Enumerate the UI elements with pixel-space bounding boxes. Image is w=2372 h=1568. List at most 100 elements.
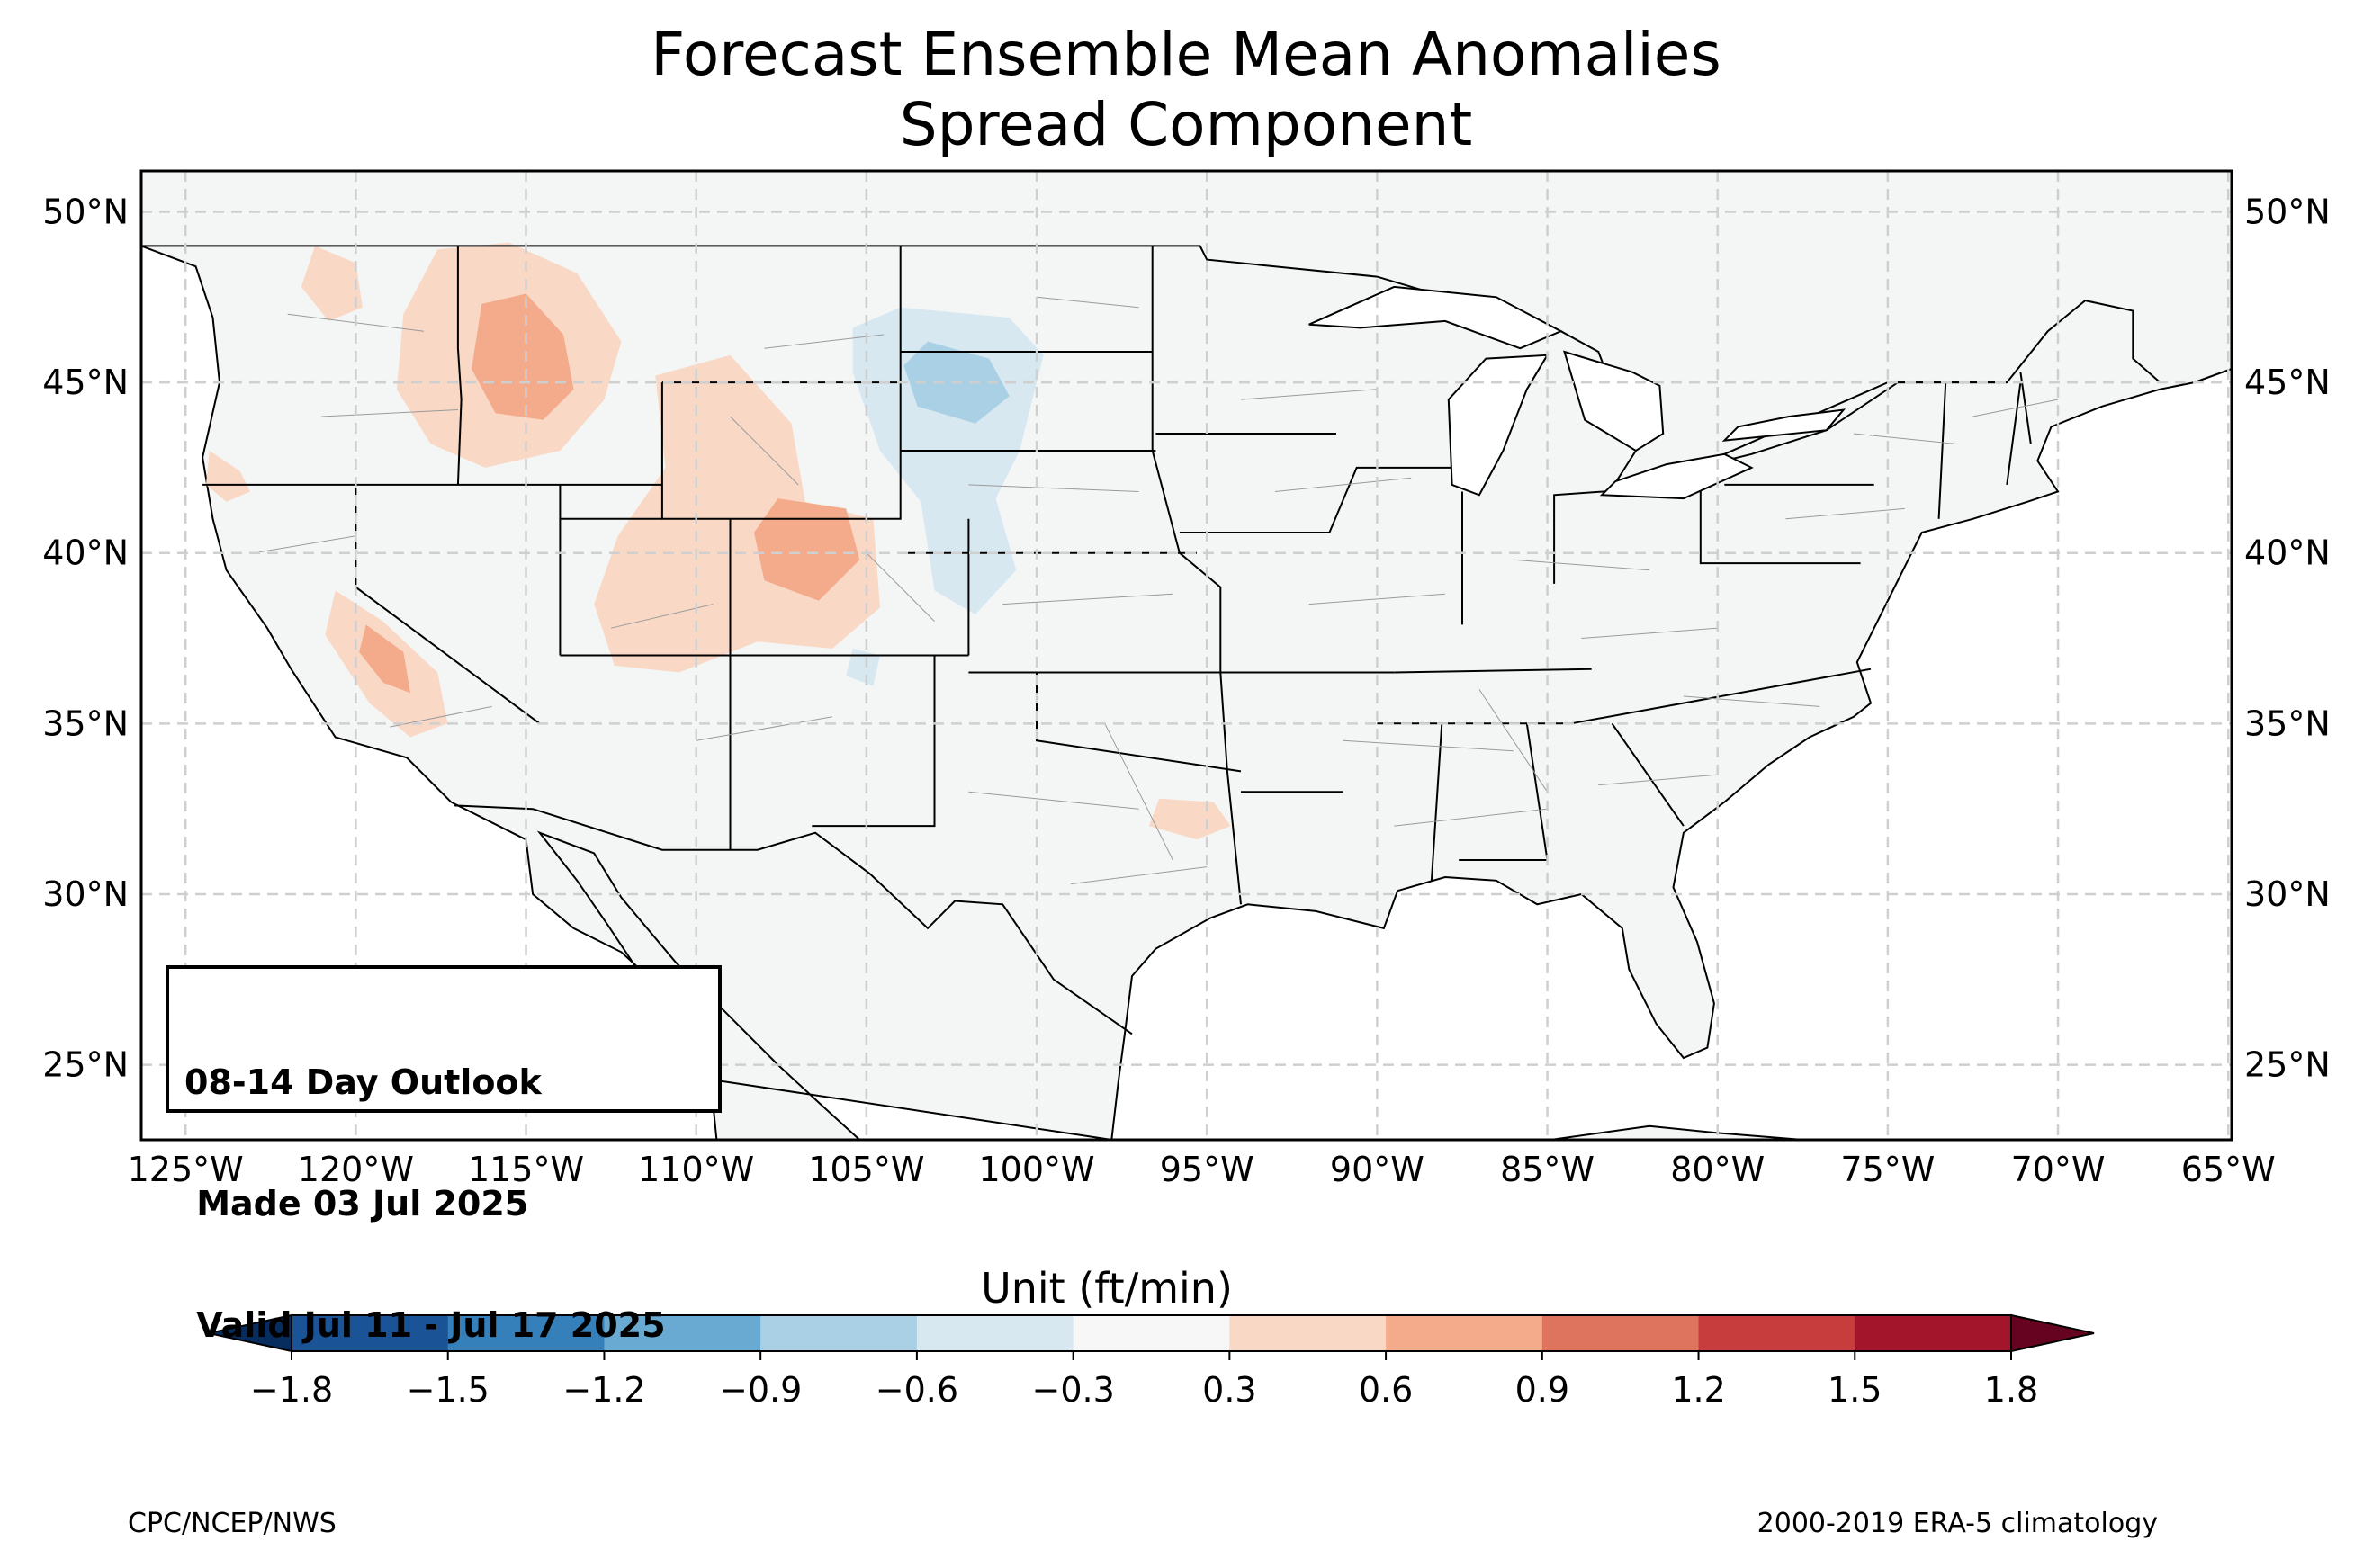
colorbar-frame [291, 1314, 2012, 1352]
county-line [1785, 507, 1905, 520]
colorbar-swatch [1229, 1315, 1387, 1351]
colorbar-swatch [292, 1315, 449, 1351]
lon-tick-label: 80°W [1670, 1150, 1765, 1189]
lat-tick-label-left: 35°N [42, 703, 129, 743]
colorbar-tick-label: −1.2 [562, 1370, 645, 1410]
state-border [1699, 484, 1861, 565]
colorbar-tick-label: 0.3 [1202, 1370, 1256, 1410]
state-border [1394, 668, 1592, 674]
county-line [390, 705, 492, 728]
county-line [1274, 477, 1412, 492]
county-lines [253, 296, 2059, 885]
colorbar-swatch [760, 1315, 918, 1351]
colorbar-tick-label: 1.5 [1828, 1370, 1882, 1410]
lon-tick-label: 125°W [128, 1150, 244, 1189]
anomaly-east-texas [1148, 798, 1231, 840]
state-border [1937, 382, 1947, 519]
colorbar-swatch [447, 1315, 605, 1351]
chart-title: Forecast Ensemble Mean Anomalies [651, 20, 1721, 89]
colorbar-tick-label: 0.9 [1515, 1370, 1569, 1410]
climatology-note: 2000-2019 ERA-5 climatology [1757, 1508, 2158, 1539]
county-line [1070, 866, 1208, 885]
colorbar-tick-label: −1.5 [407, 1370, 490, 1410]
county-line [1240, 389, 1378, 400]
lat-tick-label-left: 25°N [42, 1045, 129, 1085]
county-line [1394, 808, 1548, 827]
county-line [1853, 433, 1956, 444]
county-line [866, 552, 935, 622]
colorbar-swatch [1855, 1315, 2012, 1351]
lat-ticks: 50°N 50°N 45°N 45°N 40°N 40°N 35°N 35°N 30°N 30°N… [42, 193, 2331, 1085]
anomaly-nm-patches [846, 648, 880, 686]
lon-tick-label: 105°W [808, 1150, 924, 1189]
colorbar-swatch [1386, 1315, 1543, 1351]
county-line [253, 535, 356, 554]
lon-ticks: 125°W 120°W 115°W 110°W 105°W 100°W 95°W 90°W 85… [128, 1150, 2276, 1189]
anomaly-cascades-east [301, 246, 363, 321]
county-line [968, 484, 1139, 492]
county-line [1002, 593, 1173, 605]
county-line [1104, 723, 1173, 861]
lon-tick-label: 110°W [638, 1150, 754, 1189]
great-lake [1599, 452, 1754, 500]
lat-tick-label-left: 40°N [42, 533, 129, 573]
anomaly-oregon-coast [205, 451, 251, 502]
state-border [1570, 668, 1872, 725]
county-line [1478, 689, 1548, 793]
lon-tick-label: 100°W [978, 1150, 1094, 1189]
county-line [764, 334, 884, 349]
colorbar-swatch [1073, 1315, 1230, 1351]
lon-tick-label: 120°W [298, 1150, 414, 1189]
county-line [1036, 296, 1139, 309]
map-frame [139, 169, 2233, 1142]
colorbar-swatch [1541, 1315, 1700, 1351]
lon-tick-label: 70°W [2011, 1150, 2106, 1189]
colorbar-tick-label: 1.8 [1984, 1370, 2038, 1410]
county-line [1308, 593, 1446, 605]
lat-tick-label-left: 50°N [42, 193, 129, 232]
anomaly-colorado-core [754, 498, 860, 601]
state-border [456, 246, 463, 485]
colorbar-swatch [604, 1315, 761, 1351]
state-border [812, 655, 936, 828]
county-line [321, 409, 458, 417]
county-line [1581, 627, 1718, 639]
made-date: Made 03 Jul 2025 [184, 1184, 529, 1223]
lat-tick-label-right: 40°N [2244, 533, 2331, 573]
colorbar-swatch [1698, 1315, 1855, 1351]
anomaly-idaho-core [472, 293, 574, 420]
colorbar: −1.8 −1.5 −1.2 −0.9 −0.6 −0.3 0.3 0.6 0.9 1.2 1.5 1… [208, 1313, 2095, 1410]
colorbar-tick-label: −0.6 [876, 1370, 958, 1410]
colorbar-tick-label: −0.9 [719, 1370, 802, 1410]
state-border [1611, 722, 1685, 827]
international-border [454, 804, 1133, 1035]
lat-tick-label-left: 45°N [42, 363, 129, 402]
county-line [730, 416, 799, 486]
lat-tick-label-left: 30°N [42, 874, 129, 914]
international-border [141, 245, 2161, 490]
colorbar-over-arrow [2010, 1313, 2095, 1353]
outlook-box: 08-14 Day Outlook Made 03 Jul 2025 Valid… [166, 965, 722, 1345]
county-line [1972, 399, 2059, 417]
anomaly-sierra-core [359, 624, 410, 694]
colorbar-tick-label: 1.2 [1671, 1370, 1725, 1410]
lat-tick-label-right: 45°N [2244, 363, 2331, 402]
great-lake [1563, 350, 1665, 452]
state-border [2019, 372, 2032, 444]
great-lake [1308, 285, 1564, 350]
colorbar-tick-label: −1.8 [250, 1370, 333, 1410]
lat-tick-label-right: 30°N [2244, 874, 2331, 914]
great-lake [1721, 408, 1846, 442]
great-lake [1447, 354, 1550, 497]
lon-tick-label: 90°W [1330, 1150, 1424, 1189]
county-line [1513, 559, 1650, 571]
lat-tick-label-right: 50°N [2244, 193, 2331, 232]
state-border [1430, 723, 1443, 881]
colorbar-swatch [916, 1315, 1074, 1351]
colorbar-tick-label: 0.6 [1359, 1370, 1413, 1410]
state-border [2006, 381, 2022, 486]
chart-subtitle: Spread Component [899, 90, 1473, 159]
county-line [1598, 774, 1718, 786]
valid-range: Valid Jul 11 - Jul 17 2025 [184, 1305, 666, 1345]
